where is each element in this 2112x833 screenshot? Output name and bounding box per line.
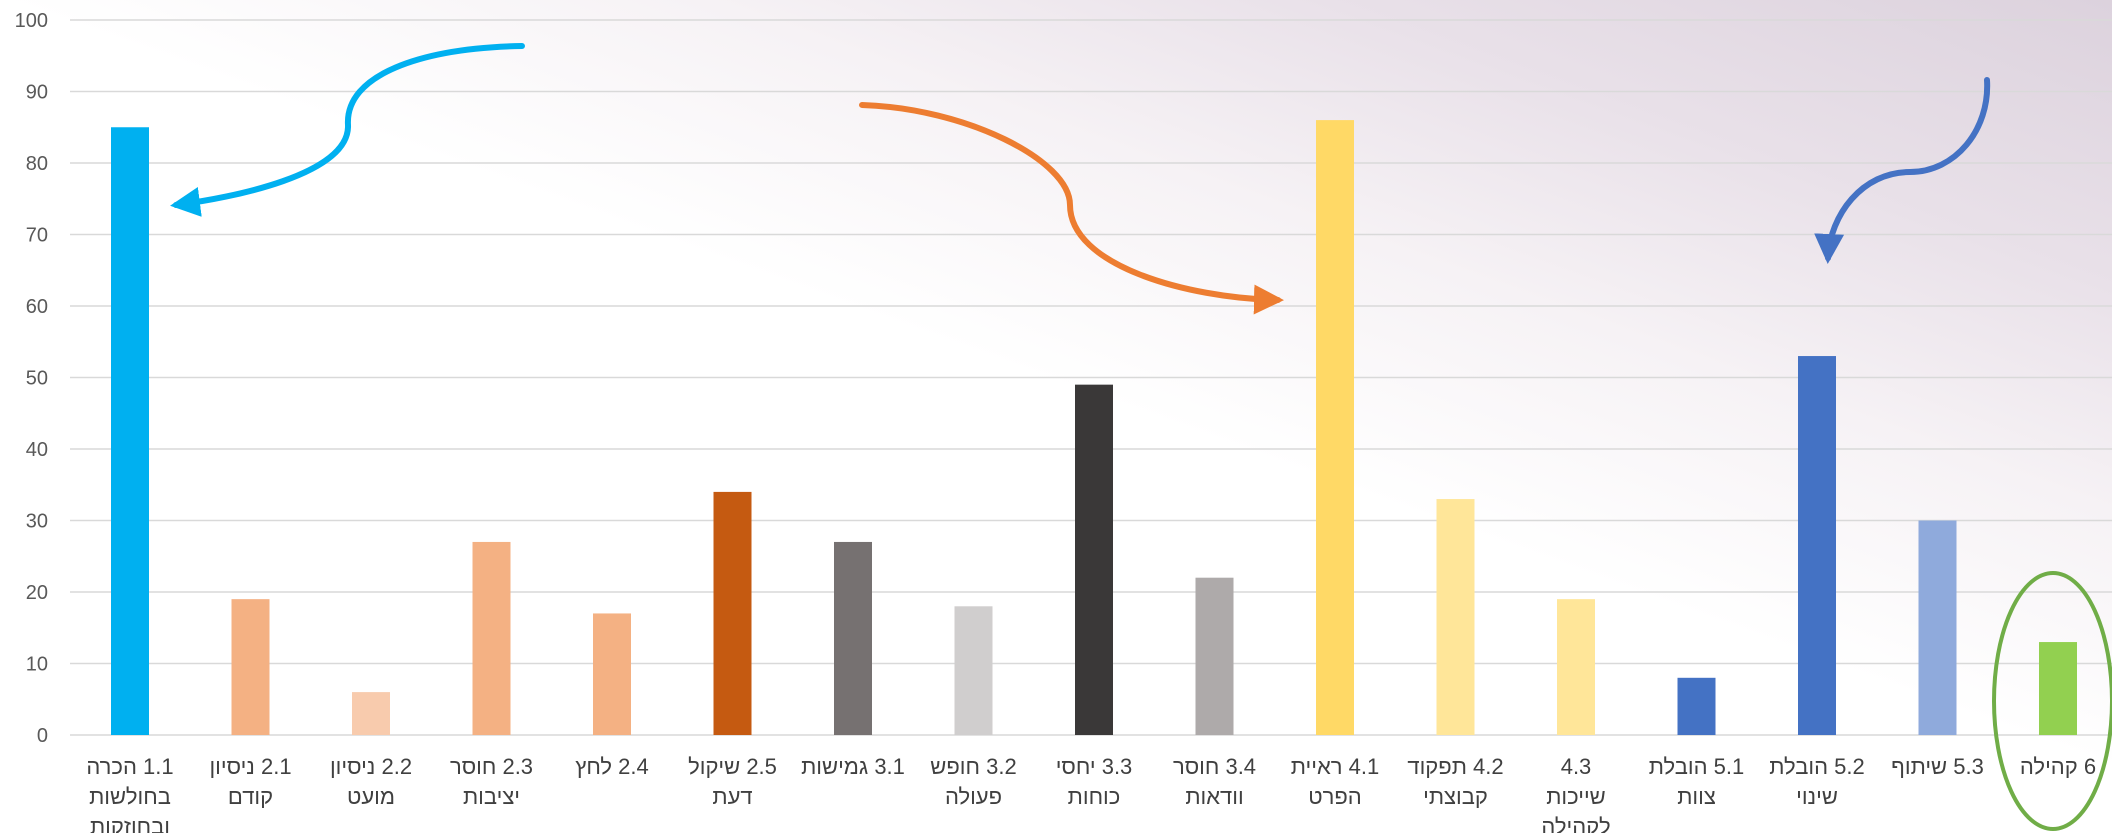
- x-tick-label: הפרט: [1308, 784, 1361, 809]
- bar: [593, 613, 631, 735]
- x-tick-label: שייכות: [1546, 784, 1606, 809]
- bar: [834, 541, 872, 735]
- x-tick-label: 2.4 לחץ: [575, 754, 649, 779]
- bar: [713, 491, 752, 735]
- x-tick-label: 3.1 גמישות: [801, 754, 905, 779]
- x-tick-label: 5.1 הובלת: [1649, 754, 1745, 779]
- x-tick-label: 3.4 חוסר: [1173, 754, 1256, 779]
- y-tick-label: 100: [15, 10, 48, 32]
- annotation-arrow-light-blue: [170, 43, 525, 217]
- annotations: [170, 43, 2112, 831]
- x-tick-label: 5.3 שיתוף: [1891, 754, 1984, 779]
- x-tick-label: 5.2 הובלת: [1769, 754, 1865, 779]
- annotation-arrow-orange: [859, 102, 1284, 315]
- bar: [1557, 599, 1595, 735]
- x-tick-label: 2.5 שיקול: [688, 754, 777, 779]
- bar: [1195, 577, 1234, 735]
- bar: [352, 692, 390, 735]
- bar: [1436, 499, 1475, 735]
- x-tick-label: 2.2 ניסיון: [330, 754, 412, 779]
- y-tick-label: 0: [37, 725, 48, 747]
- x-tick-label: ובחוזקות: [90, 814, 170, 833]
- x-tick-label: לקהילה: [1541, 814, 1610, 833]
- x-tick-label: 2.3 חוסר: [450, 754, 533, 779]
- bar: [231, 599, 270, 735]
- bar: [472, 541, 511, 735]
- x-tick-label: 2.1 ניסיון: [209, 754, 291, 779]
- y-axis: 0 10 20 30 40 50 60 70 80 90 100: [15, 10, 48, 747]
- x-tick-label: וודאות: [1185, 784, 1243, 809]
- bar: [954, 606, 993, 735]
- bar: [1798, 356, 1836, 735]
- y-tick-label: 20: [26, 582, 48, 604]
- bar: [1316, 120, 1354, 736]
- y-tick-label: 70: [26, 225, 48, 247]
- y-tick-label: 40: [26, 439, 48, 461]
- x-tick-label: 3.2 חופש: [930, 754, 1016, 779]
- y-tick-label: 60: [26, 296, 48, 318]
- x-axis: 1.1 הכרה בחולשות ובחוזקות 2.1 ניסיון קודם 2.2…: [86, 754, 2096, 833]
- x-tick-label: מועט: [347, 784, 395, 809]
- bar: [111, 127, 149, 735]
- x-tick-label: 1.1 הכרה: [86, 754, 173, 779]
- x-tick-label: בחולשות: [89, 784, 171, 809]
- y-tick-label: 80: [26, 153, 48, 175]
- x-tick-label: 4.1 ראיית: [1291, 754, 1379, 779]
- bar: [2039, 642, 2077, 735]
- bars: [111, 120, 2077, 736]
- x-tick-label: קודם: [228, 784, 273, 809]
- bar: [1075, 384, 1113, 735]
- annotation-arrow-blue: [1814, 77, 1991, 264]
- x-tick-label: 4.2 תפקוד: [1407, 754, 1503, 779]
- bar: [1918, 520, 1957, 735]
- x-tick-label: 4.3: [1561, 754, 1592, 779]
- x-tick-label: שינוי: [1796, 784, 1838, 809]
- x-tick-label: 3.3 יחסי: [1056, 754, 1133, 779]
- x-tick-label: קבוצתי: [1423, 784, 1488, 809]
- y-tick-label: 50: [26, 368, 48, 390]
- x-tick-label: דעת: [712, 784, 752, 809]
- x-tick-label: כוחות: [1068, 784, 1121, 809]
- x-tick-label: יציבות: [463, 784, 520, 809]
- annotation-ellipse-green: [1992, 571, 2112, 831]
- x-tick-label: צוות: [1677, 784, 1716, 809]
- y-tick-label: 10: [26, 654, 48, 676]
- y-tick-label: 30: [26, 511, 48, 533]
- y-tick-label: 90: [26, 82, 48, 104]
- bar: [1677, 677, 1716, 735]
- x-tick-label: 6 קהילה: [2020, 754, 2096, 779]
- x-tick-label: פעולה: [945, 784, 1002, 809]
